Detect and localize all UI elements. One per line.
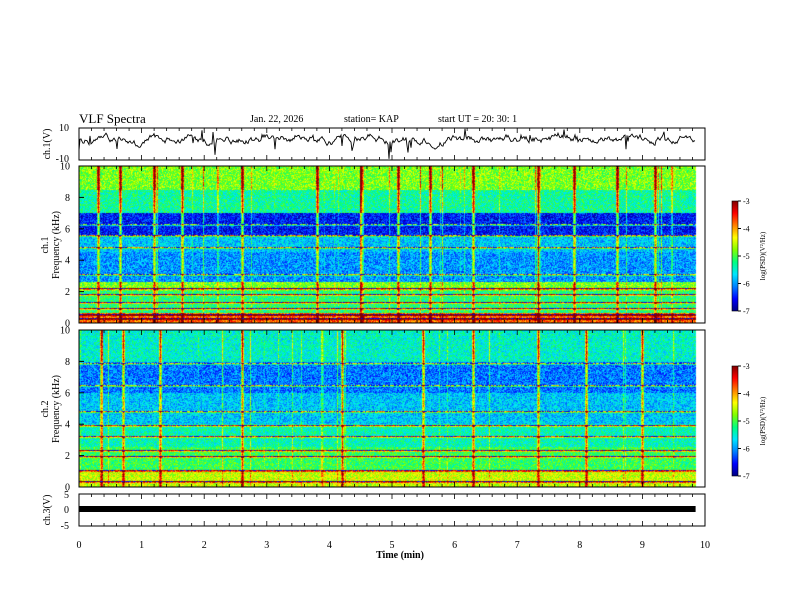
ch3-ytick-bottom: -5 [61, 521, 69, 532]
ch3-ytick-mid: 0 [64, 505, 69, 516]
time-tick-label: 4 [327, 540, 332, 551]
ch1-waveform-ylabel: ch.1(V) [42, 129, 53, 160]
ch2-spectrogram-image [79, 330, 705, 487]
ch1-spectrogram-image [79, 166, 705, 323]
freq-tick-label: 0 [65, 319, 70, 330]
ch1-waveform-trace [78, 128, 696, 159]
ch1-colorbar-label: log(PSD)(V²/Hz) [759, 231, 767, 280]
ch1-ytick-bottom: -10 [56, 154, 69, 165]
time-tick-label: 1 [139, 540, 144, 551]
ch2-spectrogram-image-holder [79, 330, 705, 487]
colorbar-tick-label: -6 [743, 280, 750, 289]
time-tick-label: 10 [700, 540, 710, 551]
time-axis-tick-labels: 0 1 2 3 4 5 6 7 8 9 10 [77, 540, 711, 551]
time-tick-label: 0 [77, 540, 82, 551]
figure-title: VLF Spectra [79, 111, 146, 126]
freq-tick-label: 8 [65, 357, 70, 368]
ch1-spectrogram-image-holder [79, 166, 705, 323]
freq-tick-label: 0 [65, 483, 70, 494]
ch1-freq-ticks: 0 2 4 6 8 10 [60, 162, 84, 330]
time-axis-label: Time (min) [376, 550, 424, 561]
time-tick-label: 5 [390, 540, 395, 551]
ch1-colorbar: -3 -4 -5 -6 -7 log(PSD)(V²/Hz) [731, 197, 767, 316]
ch1-colorbar-gradient [731, 200, 739, 312]
colorbar-tick-label: -4 [743, 390, 750, 399]
ch2-colorbar-gradient [731, 365, 739, 477]
freq-tick-label: 10 [60, 326, 70, 337]
freq-tick-label: 10 [60, 162, 70, 173]
colorbar-tick-label: -7 [743, 307, 750, 316]
ch2-colorbar-label: log(PSD)(V²/Hz) [759, 396, 767, 445]
freq-tick-label: 2 [65, 451, 70, 462]
time-tick-label: 2 [202, 540, 207, 551]
colorbar-tick-label: -3 [743, 197, 750, 206]
time-tick-label: 3 [264, 540, 269, 551]
ch1-spectrogram-panel: 0 2 4 6 8 10 ch.1Frequency (kHz) [40, 162, 706, 330]
ch1-xticks [78, 128, 706, 160]
header-station: station= KAP [344, 114, 399, 125]
ch1-spectrogram-ylabel-channel: ch.1Frequency (kHz) [40, 211, 62, 279]
ch1-spec-xticks [78, 166, 706, 323]
time-tick-label: 6 [452, 540, 457, 551]
freq-tick-label: 6 [65, 224, 70, 235]
colorbar-tick-label: -5 [743, 417, 750, 426]
ch1-waveform-panel: 10 -10 ch.1(V) [42, 123, 706, 165]
freq-tick-label: 2 [65, 287, 70, 298]
time-tick-label: 7 [515, 540, 520, 551]
ch3-waveform-ylabel: ch.3(V) [42, 495, 53, 526]
ch2-colorbar: -3 -4 -5 -6 -7 log(PSD)(V²/Hz) [731, 362, 767, 481]
colorbar-tick-label: -3 [743, 362, 750, 371]
header-start-time: start UT = 20: 30: 1 [438, 114, 517, 125]
ch3-xticks [78, 494, 706, 526]
colorbar-tick-label: -7 [743, 472, 750, 481]
freq-tick-label: 8 [65, 193, 70, 204]
colorbar-tick-label: -5 [743, 252, 750, 261]
header-date: Jan. 22, 2026 [250, 114, 303, 125]
ch1-colorbar-ticks: -3 -4 -5 -6 -7 [738, 197, 750, 316]
ch2-spectrogram-ylabel: ch.2Frequency (kHz) [40, 375, 62, 443]
ch1-ytick-top: 10 [59, 123, 69, 134]
time-tick-label: 8 [577, 540, 582, 551]
colorbar-tick-label: -6 [743, 445, 750, 454]
ch3-ytick-top: 5 [64, 490, 69, 501]
freq-tick-label: 4 [65, 256, 70, 267]
ch2-freq-ticks: 0 2 4 6 8 10 [60, 326, 84, 494]
freq-tick-label: 4 [65, 420, 70, 431]
time-tick-label: 9 [640, 540, 645, 551]
ch3-waveform-trace [79, 506, 696, 512]
colorbar-tick-label: -4 [743, 225, 750, 234]
ch2-colorbar-ticks: -3 -4 -5 -6 -7 [738, 362, 750, 481]
ch3-waveform-panel: 5 0 -5 ch.3(V) [42, 490, 706, 532]
ch2-spec-xticks [78, 330, 706, 487]
freq-tick-label: 6 [65, 388, 70, 399]
ch2-spectrogram-panel: 0 2 4 6 8 10 ch.2Frequency (kHz) [40, 326, 706, 494]
